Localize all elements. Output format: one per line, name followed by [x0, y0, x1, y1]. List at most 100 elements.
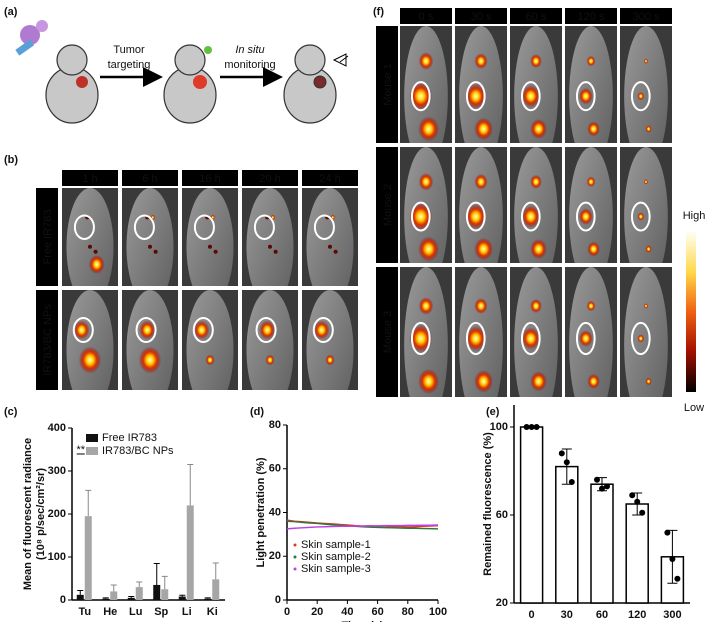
bar — [76, 594, 84, 600]
signal-dot — [148, 244, 152, 249]
signal — [474, 298, 488, 314]
colorbar — [686, 232, 696, 392]
signal — [521, 327, 540, 350]
signal — [138, 346, 162, 374]
data-point — [528, 424, 535, 430]
legend-label: Skin sample-3 — [301, 563, 371, 575]
data-point — [558, 450, 565, 457]
signal — [578, 208, 593, 225]
data-point — [669, 556, 676, 562]
data-point — [563, 459, 570, 466]
signal — [637, 92, 645, 101]
x-tick-label: 100 — [429, 606, 447, 618]
error-bar — [161, 575, 168, 590]
bar — [555, 465, 579, 604]
data-point — [664, 529, 671, 536]
legend-swatch — [86, 434, 98, 442]
data-point — [594, 476, 600, 483]
signal — [643, 303, 649, 309]
signal — [418, 116, 439, 142]
signal — [530, 174, 542, 189]
signal — [265, 354, 275, 366]
bar — [84, 516, 92, 600]
signal — [418, 236, 439, 262]
bar — [153, 584, 161, 600]
signal — [465, 204, 487, 229]
signal — [139, 320, 156, 340]
x-tick-label: He — [103, 606, 117, 618]
tumor-ring — [575, 201, 596, 232]
signal — [474, 237, 493, 261]
tumor-ring — [520, 201, 541, 232]
signal — [586, 55, 596, 67]
row-header-box — [376, 26, 398, 143]
error-bar — [204, 597, 211, 599]
error-bar — [77, 590, 84, 595]
tumor-ring — [465, 201, 486, 232]
tumor-ring — [72, 317, 94, 343]
row-header: Mouse 2 — [382, 184, 394, 226]
error-bar — [153, 562, 160, 585]
column-header-box — [62, 170, 118, 186]
column-header-box — [122, 170, 178, 186]
mouse-body — [624, 26, 668, 143]
signal — [637, 212, 645, 221]
signal — [530, 239, 547, 260]
signal — [530, 118, 547, 139]
signal — [193, 320, 210, 340]
row-header: Free IR783 — [42, 209, 54, 264]
fluorescence-image — [62, 290, 118, 390]
signal — [530, 371, 547, 392]
legend-marker — [293, 567, 297, 571]
step-label: Tumor — [113, 44, 145, 56]
data-point — [523, 424, 530, 430]
tumor-ring — [630, 201, 651, 232]
step-label: targeting — [108, 59, 151, 71]
mouse-body — [624, 267, 668, 397]
column-header: 60 s — [526, 11, 547, 23]
error-bar — [85, 489, 92, 517]
data-point — [568, 479, 575, 485]
data-point — [639, 509, 646, 516]
y-axis-label: (10⁸ p/sec/cm²/sr) — [35, 468, 47, 560]
row-header: Mouse 3 — [382, 311, 394, 353]
data-point — [599, 485, 605, 492]
fluorescence-image — [620, 267, 672, 397]
signal — [325, 354, 335, 366]
fluorescence-image — [302, 188, 358, 286]
row-header-box — [36, 188, 58, 286]
signal — [205, 354, 215, 366]
column-header: 24 h — [319, 173, 340, 185]
line — [286, 524, 439, 530]
signal — [587, 121, 600, 137]
column-header-box — [400, 8, 452, 24]
fluorescence-image — [565, 147, 617, 263]
y-tick-label: 20 — [269, 550, 281, 562]
column-header: 6 h — [142, 173, 157, 185]
column-header-box — [510, 8, 562, 24]
legend-swatch — [86, 447, 98, 455]
data-point — [629, 492, 636, 499]
y-axis-label: Mean of fluorescent radiance — [22, 438, 34, 590]
signal — [637, 334, 645, 343]
data-point — [604, 483, 610, 490]
signal — [73, 320, 90, 340]
error-bar — [128, 596, 135, 598]
x-tick-label: 30 — [561, 609, 573, 621]
fluorescence-image — [122, 290, 178, 390]
legend-label: Free IR783 — [102, 432, 157, 444]
row-header: IR783/BC NPs — [42, 304, 54, 376]
annotation: ** — [76, 444, 85, 456]
bar — [186, 505, 194, 600]
signal — [645, 377, 652, 386]
signal — [409, 324, 433, 353]
mouse-body — [246, 290, 294, 390]
signal — [643, 179, 649, 185]
mouse-body — [624, 147, 668, 263]
y-axis-label: Light penetration (%) — [255, 457, 267, 567]
x-tick-label: 0 — [529, 609, 535, 621]
signal — [418, 297, 434, 315]
y-tick-label: 40 — [269, 506, 281, 518]
signal — [418, 368, 439, 394]
